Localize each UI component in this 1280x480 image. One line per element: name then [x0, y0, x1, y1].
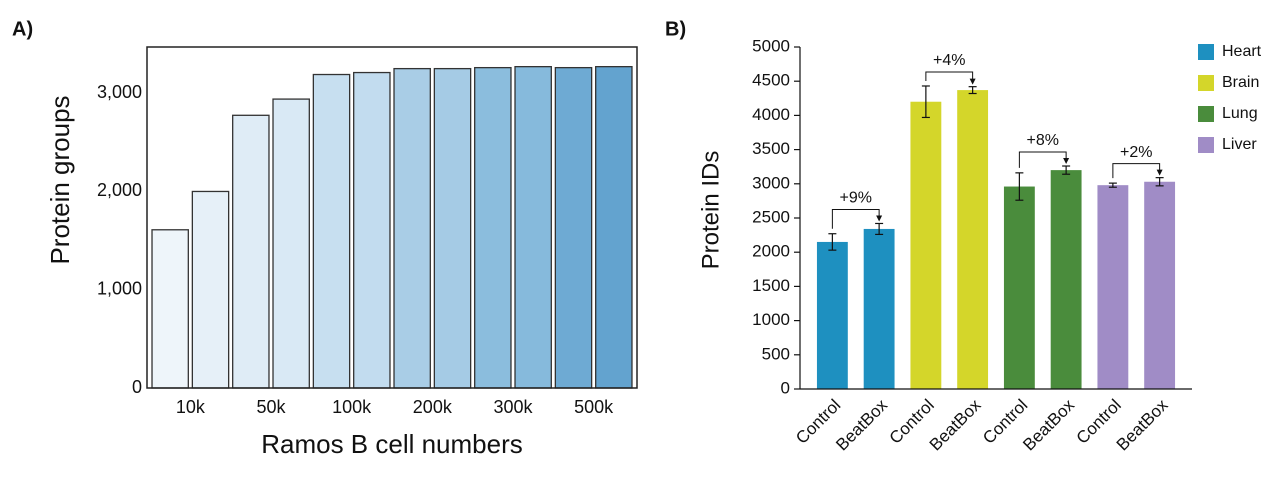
annotation: +8%: [1027, 132, 1059, 149]
bar: [1050, 170, 1082, 389]
bar: [554, 66, 593, 389]
bar: [272, 98, 310, 389]
y-tick-label: 0: [132, 377, 142, 397]
bar: [232, 114, 270, 389]
x-tick-label: BeatBox: [1019, 395, 1078, 454]
y-tick-label: 4000: [752, 105, 790, 124]
x-tick-label: BeatBox: [926, 395, 985, 454]
bar: [433, 67, 472, 389]
x-tick-label: 10k: [176, 397, 206, 417]
bracket-arrow: [1156, 169, 1163, 176]
y-tick-label: 2500: [752, 207, 790, 226]
bracket-arrow: [969, 78, 976, 85]
x-tick-label: 100k: [332, 397, 372, 417]
legend-label: Brain: [1222, 74, 1259, 91]
bar: [595, 66, 633, 389]
y-tick-label: 2,000: [97, 180, 142, 200]
annotation: +4%: [933, 52, 965, 69]
bracket-arrow: [876, 215, 883, 222]
y-tick-label: 3000: [752, 173, 790, 192]
y-tick-label: 0: [781, 378, 790, 397]
y-tick-label: 2000: [752, 242, 790, 261]
bar: [191, 190, 230, 389]
y-tick-label: 4500: [752, 71, 790, 90]
y-tick-label: 1000: [752, 310, 790, 329]
bracket: [1018, 151, 1067, 168]
bar: [863, 228, 895, 389]
x-tick-label: 300k: [493, 397, 533, 417]
y-tick-label: 1,000: [97, 278, 142, 298]
bracket: [831, 208, 880, 229]
y-tick-label: 1500: [752, 276, 790, 295]
y-tick-label: 500: [762, 344, 790, 363]
y-tick-label: 3,000: [97, 82, 142, 102]
y-axis-label: Protein groups: [45, 95, 75, 264]
bar: [353, 71, 391, 389]
bar: [514, 66, 552, 389]
legend-swatch: [1198, 106, 1214, 122]
bar: [474, 66, 512, 389]
legend-label: Liver: [1222, 136, 1257, 153]
bar: [910, 101, 942, 389]
x-axis-label: Ramos B cell numbers: [261, 429, 523, 459]
x-tick-label: BeatBox: [1113, 395, 1172, 454]
x-tick-label: 50k: [256, 397, 286, 417]
panel-label: A): [12, 18, 33, 40]
annotation: +9%: [840, 190, 872, 207]
legend-swatch: [1198, 44, 1214, 60]
bar: [957, 90, 989, 389]
plot-frame: [146, 46, 638, 389]
x-tick-label: 200k: [413, 397, 453, 417]
legend-label: Lung: [1222, 105, 1258, 122]
bracket: [925, 71, 974, 83]
bar: [393, 67, 431, 389]
bracket-arrow: [1063, 158, 1070, 165]
bar: [1097, 185, 1129, 389]
bar: [816, 241, 848, 389]
bar: [312, 73, 351, 389]
y-axis-label: Protein IDs: [697, 151, 724, 270]
x-tick-label: 500k: [574, 397, 614, 417]
y-tick-label: 3500: [752, 139, 790, 158]
x-tick-label: BeatBox: [832, 395, 891, 454]
legend-label: Heart: [1222, 43, 1262, 60]
y-tick-label: 5000: [752, 36, 790, 55]
bar: [1144, 181, 1176, 389]
annotation: +2%: [1120, 144, 1152, 161]
legend-swatch: [1198, 75, 1214, 91]
bar: [1003, 186, 1035, 389]
bracket: [1112, 163, 1161, 179]
panel-label: B): [665, 18, 686, 40]
legend-swatch: [1198, 137, 1214, 153]
bar: [151, 229, 189, 389]
